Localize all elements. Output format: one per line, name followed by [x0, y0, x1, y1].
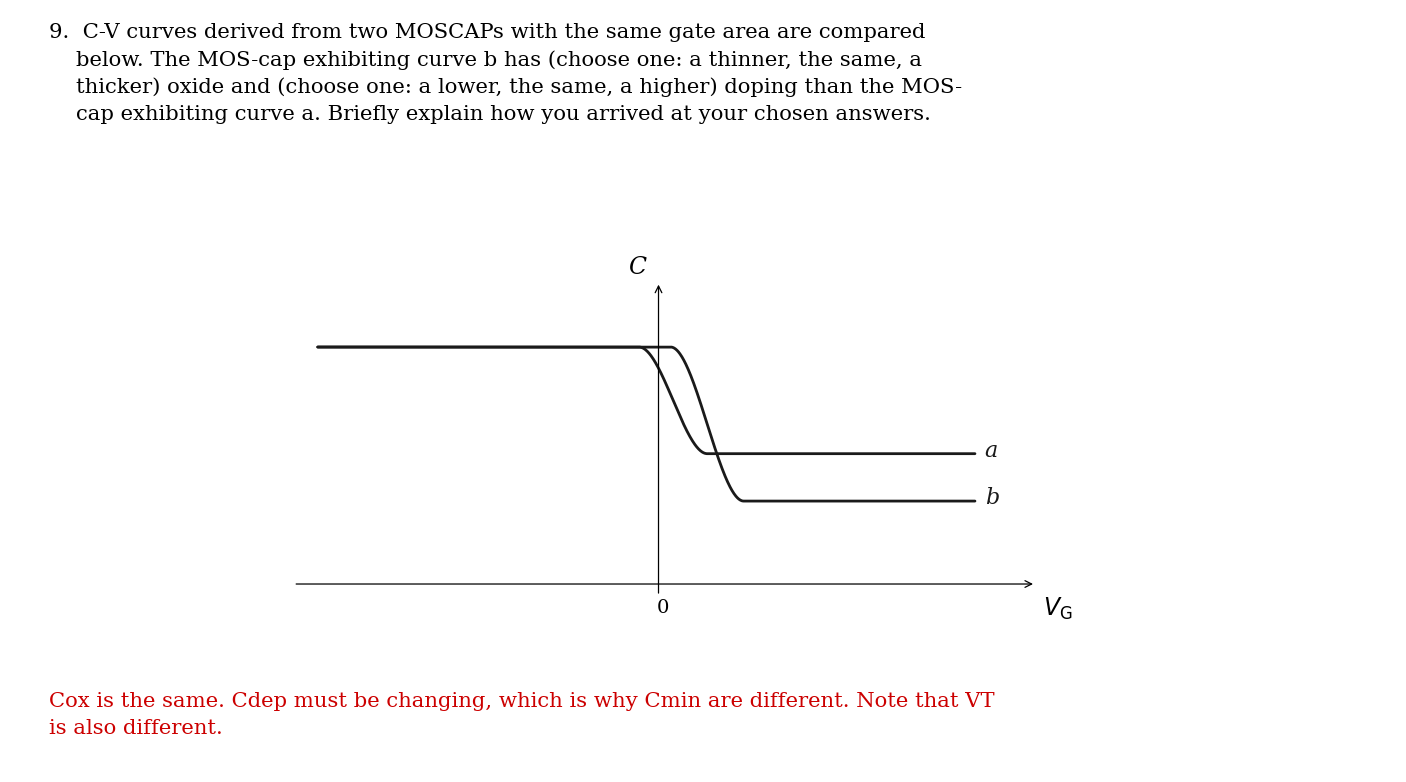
Text: $V_{\mathrm{G}}$: $V_{\mathrm{G}}$ — [1043, 596, 1073, 622]
Text: 0: 0 — [657, 599, 669, 617]
Text: Cox is the same. Cdep must be changing, which is why Cmin are different. Note th: Cox is the same. Cdep must be changing, … — [49, 692, 995, 737]
Text: 9.  C-V curves derived from two MOSCAPs with the same gate area are compared
   : 9. C-V curves derived from two MOSCAPs w… — [49, 23, 962, 124]
Text: a: a — [984, 439, 998, 461]
Text: b: b — [984, 487, 998, 509]
Text: C: C — [628, 256, 647, 279]
